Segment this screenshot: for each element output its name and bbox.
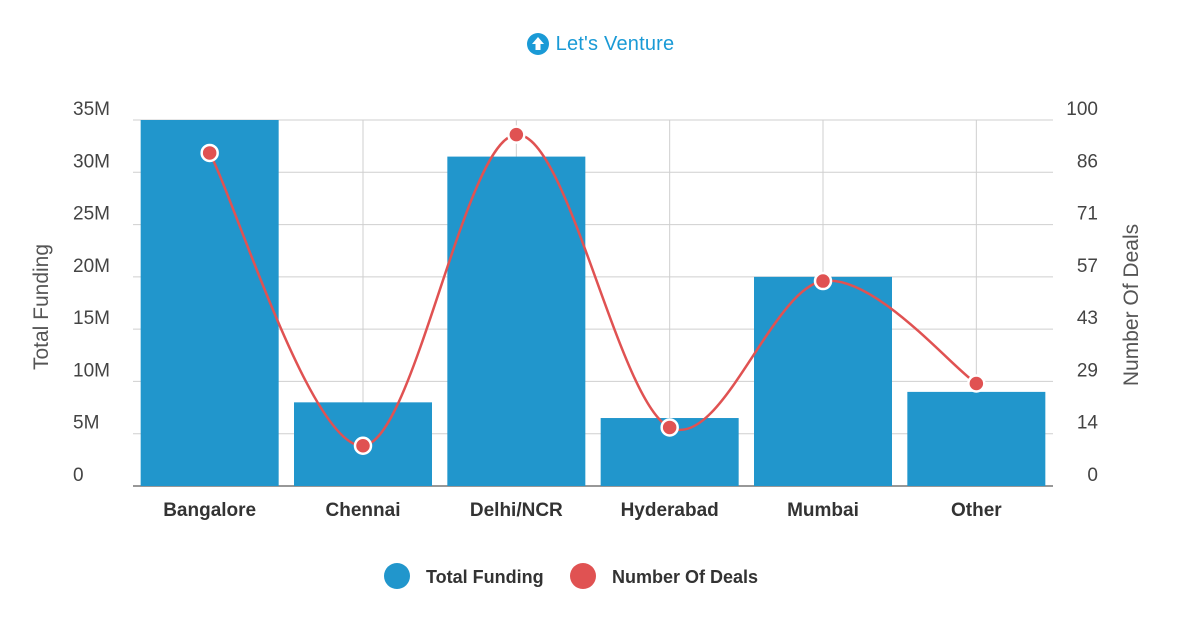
legend-swatch-number-of-deals <box>570 563 596 589</box>
deals-point-mumbai <box>813 271 833 291</box>
left-axis-title: Total Funding <box>30 244 53 370</box>
right-tick-label: 43 <box>1077 308 1098 329</box>
left-tick-label: 0 <box>73 465 84 486</box>
brand-logo: Let's Venture <box>0 32 1200 56</box>
right-tick-label: 71 <box>1077 204 1098 225</box>
bar-delhi-ncr <box>447 156 586 486</box>
deals-point-bangalore <box>200 143 219 163</box>
category-label: Mumbai <box>787 500 859 521</box>
left-tick-label: 35M <box>73 99 110 120</box>
legend: Total Funding Number Of Deals <box>384 563 758 589</box>
legend-label-number-of-deals: Number Of Deals <box>612 567 758 587</box>
left-tick-label: 5M <box>73 413 99 434</box>
left-tick-label: 20M <box>73 256 110 277</box>
legend-label-total-funding: Total Funding <box>426 567 544 587</box>
left-tick-label: 25M <box>73 204 110 225</box>
deals-line <box>200 125 986 455</box>
bar-other <box>907 391 1046 486</box>
bar-mumbai <box>754 276 892 486</box>
category-label: Delhi/NCR <box>470 500 563 521</box>
bar-bangalore <box>140 120 279 486</box>
category-label: Bangalore <box>163 500 256 521</box>
deals-point-delhi-ncr <box>507 125 526 144</box>
right-tick-label: 29 <box>1077 360 1098 381</box>
legend-swatch-total-funding <box>384 563 410 589</box>
right-tick-label: 0 <box>1087 465 1098 486</box>
category-label: Hyderabad <box>621 500 719 521</box>
right-tick-label: 14 <box>1077 413 1099 434</box>
brand-name: Let's Venture <box>555 32 675 55</box>
left-tick-label: 10M <box>73 360 110 381</box>
right-axis-title: Number Of Deals <box>1120 224 1143 386</box>
axes: 0 5M 10M 15M 20M 25M 30M 35M 0 14 29 43 57 71 86 100 Ban… <box>30 99 1143 521</box>
deals-point-chennai <box>353 436 373 455</box>
deals-point-hyderabad <box>660 418 679 437</box>
left-tick-label: 15M <box>73 308 110 329</box>
up-arrow-circle-icon <box>526 33 549 55</box>
category-label: Chennai <box>326 500 401 521</box>
right-tick-label: 86 <box>1077 151 1098 172</box>
deals-point-other <box>967 374 986 393</box>
right-tick-label: 100 <box>1066 99 1098 120</box>
category-label: Other <box>951 500 1002 521</box>
right-tick-label: 57 <box>1077 256 1098 277</box>
left-tick-label: 30M <box>73 151 110 172</box>
funding-bars <box>140 120 1046 486</box>
